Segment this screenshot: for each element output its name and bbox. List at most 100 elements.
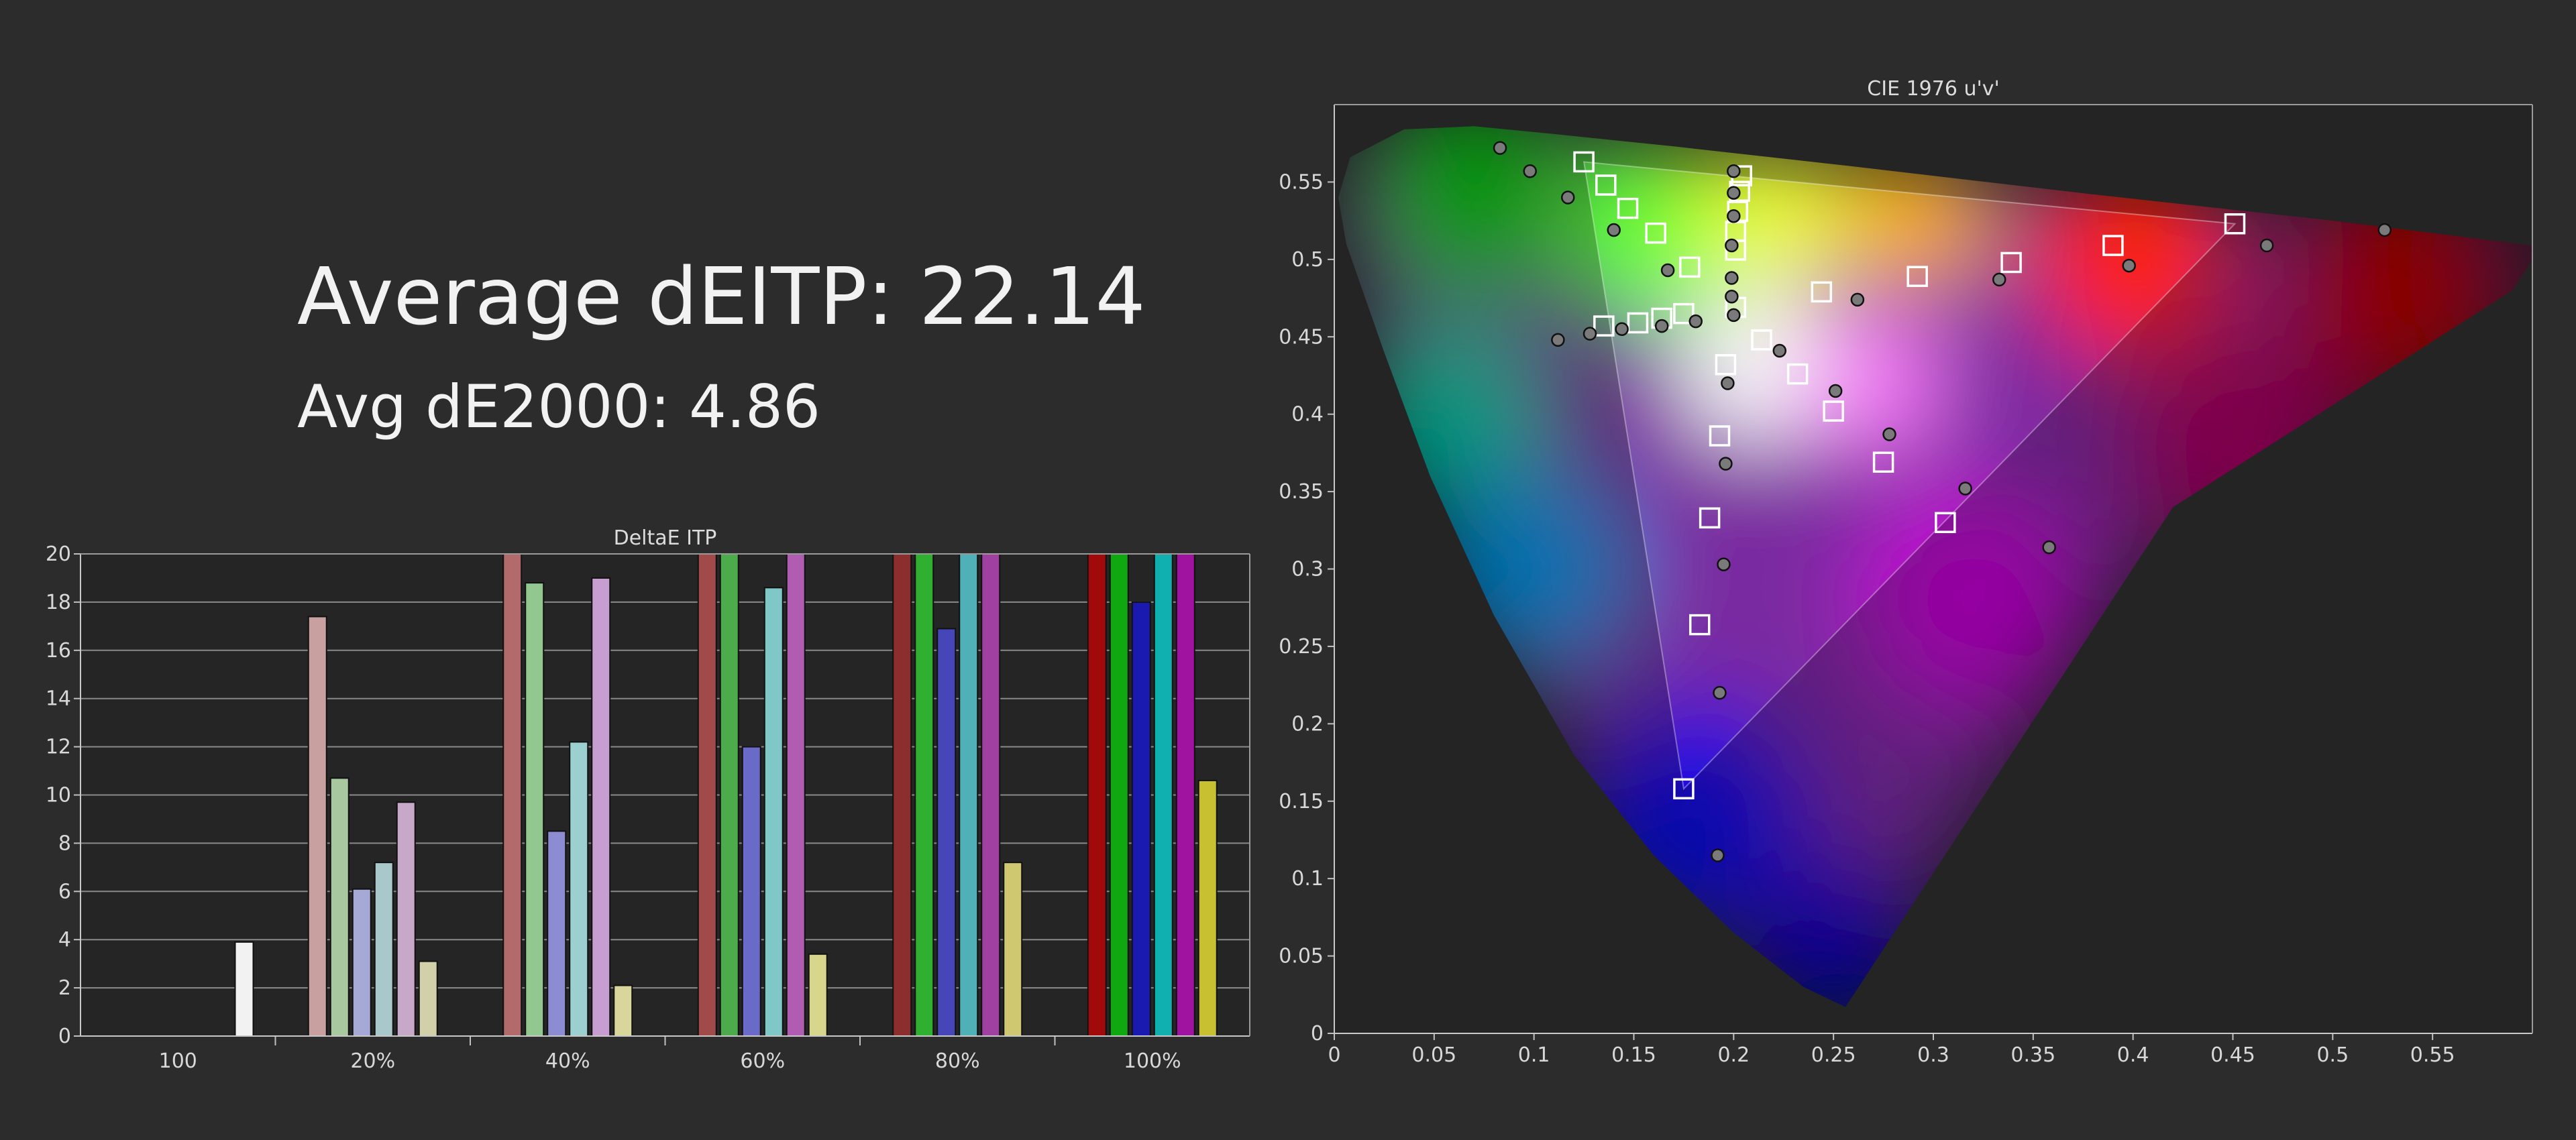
target-point-square <box>1699 507 1721 529</box>
bar-y-tick-label: 16 <box>46 639 71 663</box>
target-point-square <box>1595 174 1617 196</box>
cie-x-tick-label: 0.2 <box>1717 1043 1750 1067</box>
bar-y-tick-label: 2 <box>58 976 71 1000</box>
bar-y-tick-label: 8 <box>58 832 71 855</box>
measured-point-dot <box>1721 376 1735 390</box>
measured-point-dot <box>1711 848 1725 862</box>
measured-point-dot <box>1828 384 1843 398</box>
bar-y-tick-label: 14 <box>46 687 71 711</box>
cie-x-tick-label: 0.45 <box>2210 1043 2255 1067</box>
measured-point-dot <box>1725 271 1739 285</box>
bar-x-tick-label: 60% <box>740 1049 785 1073</box>
cie-x-tick-label: 0.05 <box>1411 1043 1456 1067</box>
measured-point-dot <box>1561 190 1575 205</box>
measured-point-dot <box>1725 238 1739 253</box>
bar <box>936 628 957 1037</box>
cie-x-tick-label: 0.4 <box>2117 1043 2149 1067</box>
bar <box>697 553 717 1037</box>
cie-x-tick-label: 0.25 <box>1811 1043 1856 1067</box>
bar-x-tick-label: 20% <box>350 1049 395 1073</box>
bar <box>719 553 739 1037</box>
measured-point-dot <box>1719 457 1733 471</box>
cie-y-tick-label: 0.25 <box>1279 635 1324 659</box>
bar <box>547 830 567 1037</box>
bar <box>396 801 416 1037</box>
measured-point-dot <box>2122 258 2136 273</box>
measured-point-dot <box>1727 209 1741 223</box>
measured-point-dot <box>1551 333 1565 347</box>
measured-point-dot <box>1992 272 2006 287</box>
bar <box>1109 553 1129 1037</box>
avg-de2000-text: Avg dE2000: 4.86 <box>297 372 820 441</box>
cie-x-tick-label: 0.15 <box>1611 1043 1656 1067</box>
cie-x-tick-label: 0.3 <box>1917 1043 1949 1067</box>
bar <box>741 746 761 1037</box>
measured-point-dot <box>1717 557 1731 571</box>
measured-point-dot <box>1850 292 1865 307</box>
cie-chart-title: CIE 1976 u'v' <box>1867 77 1999 101</box>
target-point-square <box>1679 256 1701 278</box>
target-point-square <box>1573 151 1595 173</box>
bar <box>959 553 979 1037</box>
target-point-square <box>1709 425 1731 447</box>
cie-x-tick-label: 0.35 <box>2010 1043 2055 1067</box>
cie-x-tick-label: 0.55 <box>2410 1043 2455 1067</box>
bar-chart-title: DeltaE ITP <box>614 526 717 550</box>
target-point-square <box>1673 778 1695 800</box>
cie-y-tick-label: 0.05 <box>1279 945 1324 968</box>
measured-point-dot <box>2259 238 2274 253</box>
measured-point-dot <box>1713 685 1727 700</box>
bar-y-tick-label: 0 <box>58 1025 71 1048</box>
target-point-square <box>1786 363 1809 385</box>
bar <box>569 741 589 1037</box>
measured-point-dot <box>1958 481 1972 496</box>
measured-point-dot <box>1582 327 1597 341</box>
cie-y-tick-label: 0.15 <box>1279 790 1324 813</box>
bar-x-tick-label: 40% <box>545 1049 590 1073</box>
measured-point-dot <box>2377 223 2392 237</box>
measured-point-dot <box>1725 289 1739 304</box>
cie-y-tick-label: 0 <box>1311 1022 1324 1045</box>
measured-point-dot <box>1607 223 1621 237</box>
target-point-square <box>1645 222 1666 244</box>
bar-y-tick-label: 10 <box>46 784 71 807</box>
measured-point-dot <box>1493 141 1507 155</box>
bar-x-tick-label: 100% <box>1124 1049 1181 1073</box>
target-point-square <box>1811 281 1833 303</box>
bar <box>1153 553 1173 1037</box>
target-point-square <box>1823 400 1844 422</box>
cie-y-tick-label: 0.45 <box>1279 325 1324 349</box>
bar-y-tick-label: 20 <box>46 543 71 566</box>
target-point-square <box>2224 213 2246 235</box>
target-gamut-triangle <box>1582 161 2237 791</box>
cie-y-tick-label: 0.2 <box>1291 712 1324 736</box>
bar <box>234 941 254 1037</box>
measured-point-dot <box>1772 343 1787 358</box>
measured-point-dot <box>1882 427 1896 441</box>
target-point-square <box>1617 197 1639 219</box>
bar-x-tick-label: 80% <box>935 1049 980 1073</box>
measured-point-dot <box>2042 540 2056 555</box>
target-point-square <box>1688 614 1711 636</box>
target-point-square <box>1715 354 1737 376</box>
measured-point-dot <box>1688 314 1703 329</box>
cie-x-tick-label: 0.1 <box>1518 1043 1550 1067</box>
bar <box>613 984 633 1037</box>
measured-point-dot <box>1660 263 1675 278</box>
measured-point-dot <box>1727 308 1741 323</box>
target-point-square <box>1673 302 1695 325</box>
target-point-square <box>1935 512 1956 533</box>
cie-y-tick-label: 0.5 <box>1291 248 1324 272</box>
bar-x-tick-label: 100 <box>159 1049 197 1073</box>
bar <box>525 582 545 1037</box>
measured-point-dot <box>1615 322 1629 336</box>
cie-y-tick-label: 0.3 <box>1291 558 1324 581</box>
bar <box>502 553 523 1037</box>
measured-point-dot <box>1654 319 1669 333</box>
target-point-square <box>1627 312 1649 334</box>
bar <box>307 616 327 1037</box>
target-point-square <box>1593 315 1615 337</box>
measured-point-dot <box>1727 164 1741 178</box>
